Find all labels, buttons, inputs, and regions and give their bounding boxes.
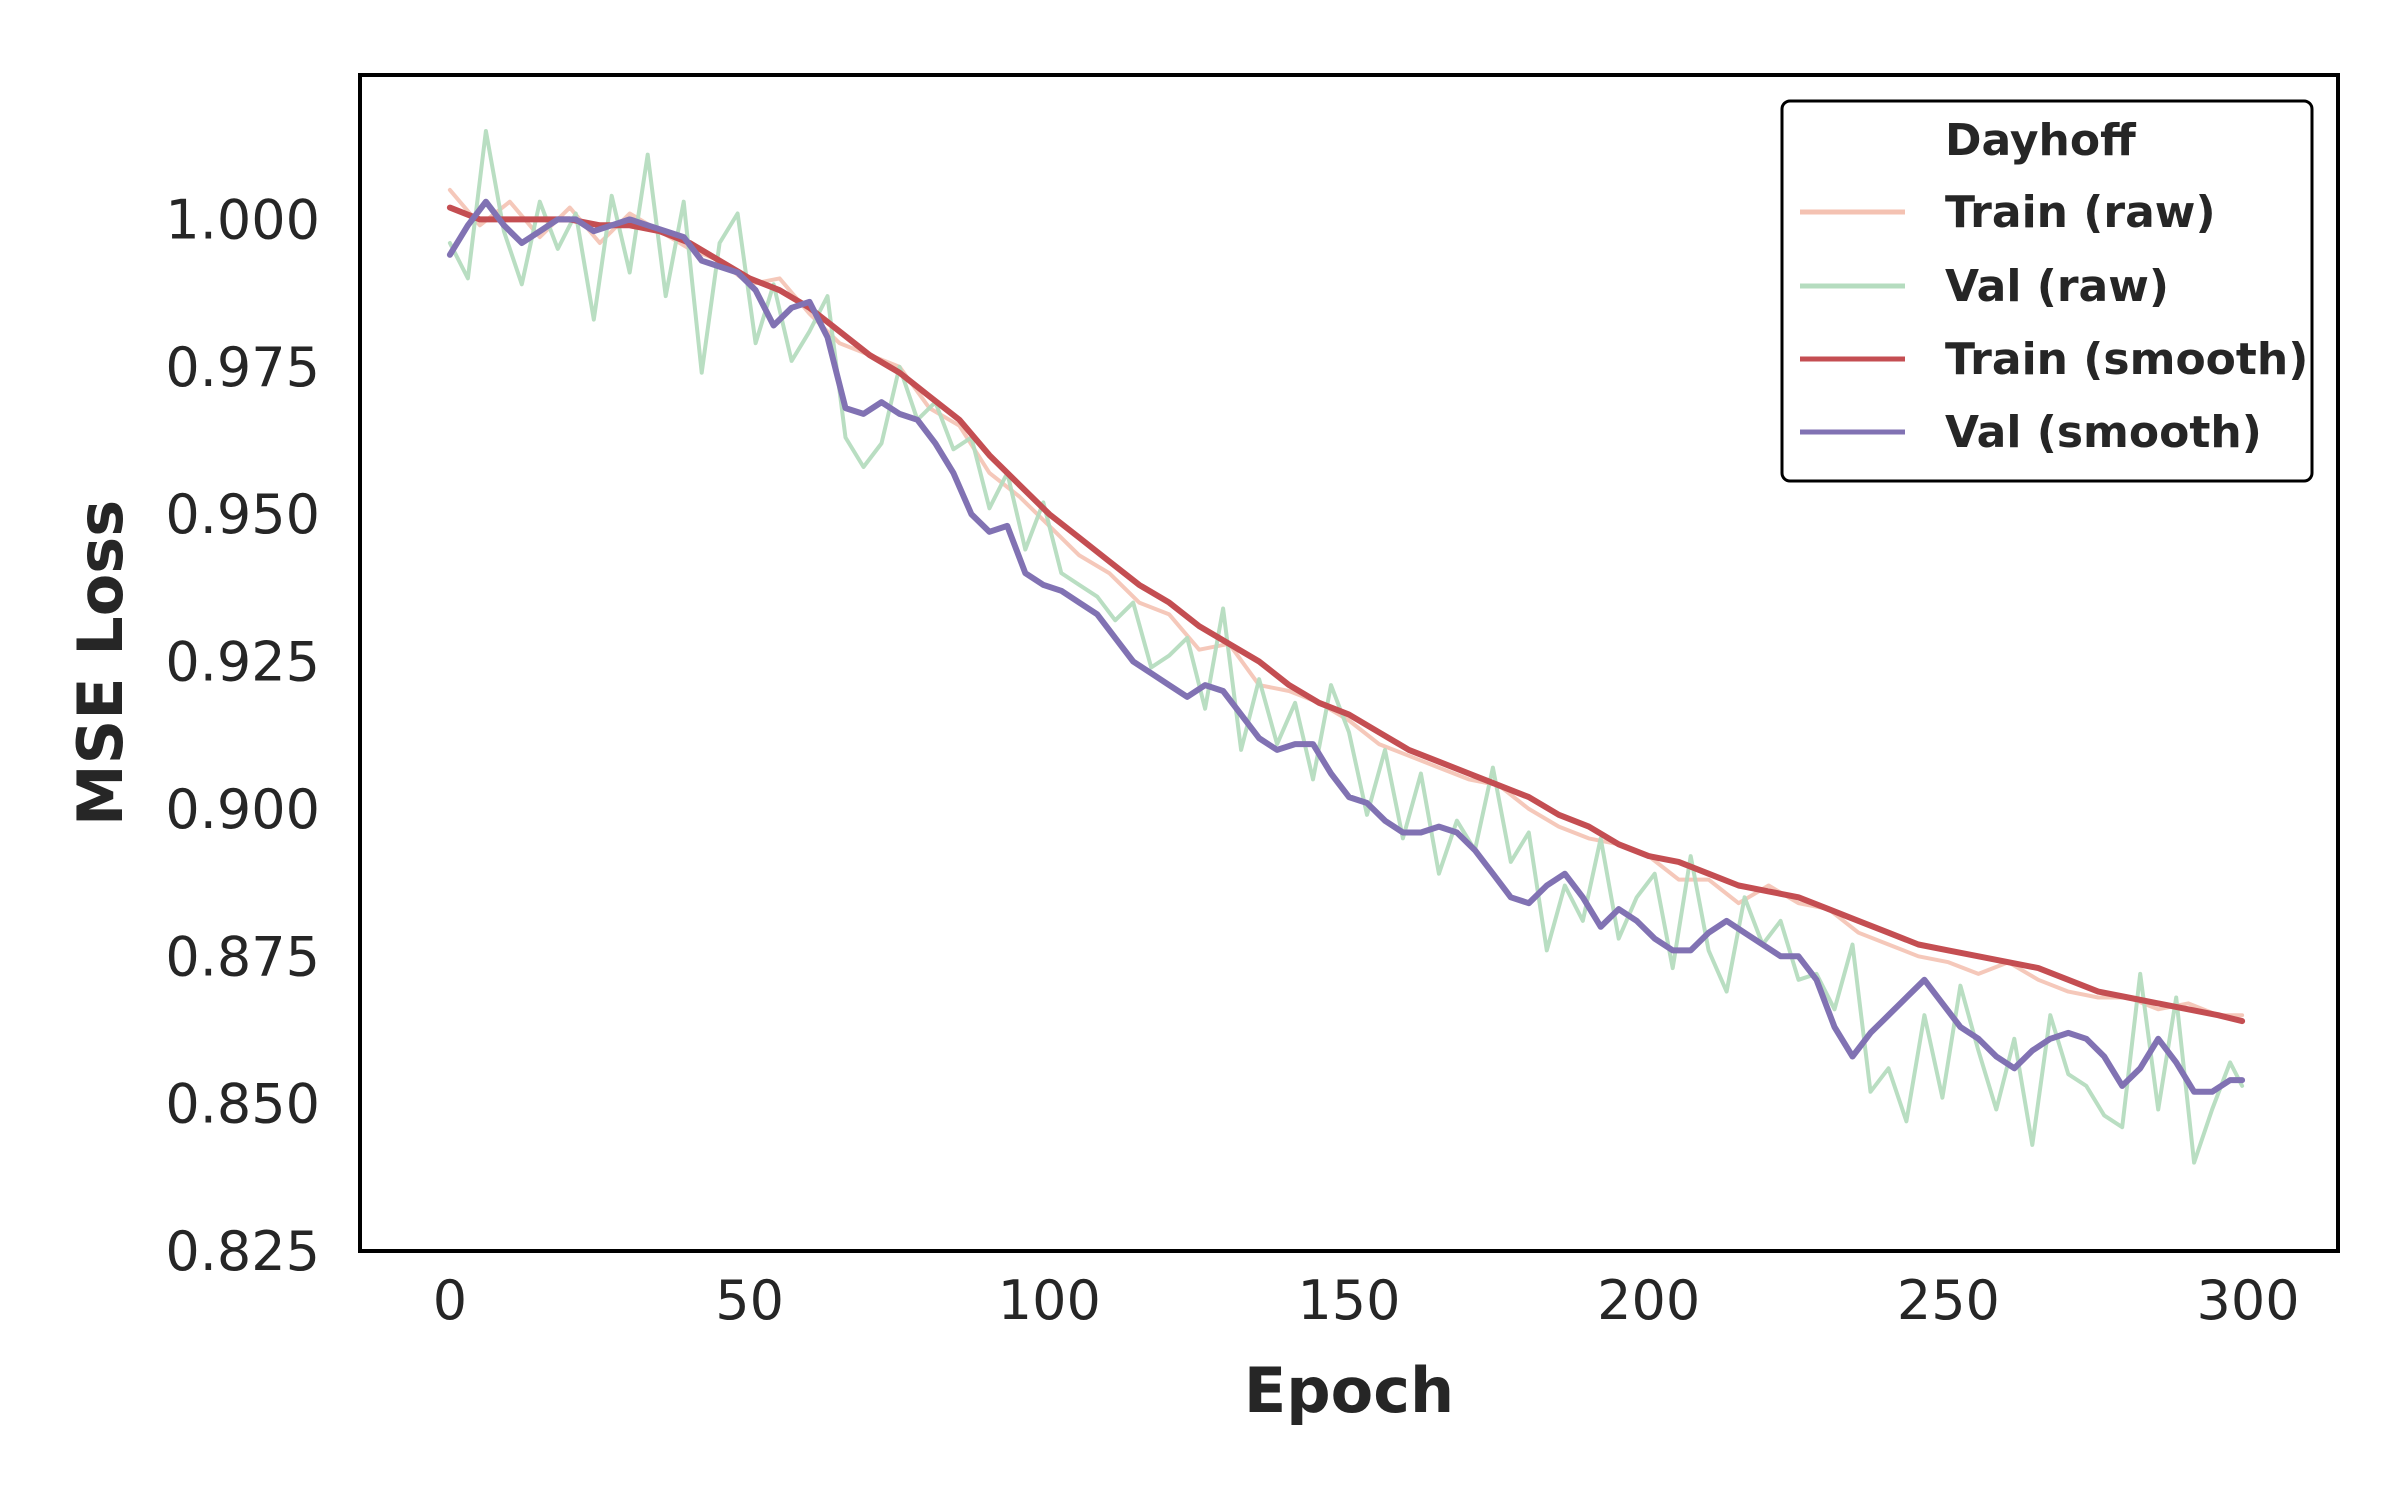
y-tick-label: 0.975 xyxy=(165,336,320,399)
x-tick-label: 50 xyxy=(715,1269,784,1332)
legend: Dayhoff Train (raw) Val (raw) Train (smo… xyxy=(1780,99,2314,483)
y-tick-label: 1.000 xyxy=(165,188,320,251)
x-tick-label: 250 xyxy=(1897,1269,2000,1332)
x-axis-title: Epoch xyxy=(1244,1354,1454,1427)
legend-title: Dayhoff xyxy=(1945,115,2137,166)
y-tick-label: 0.950 xyxy=(165,483,320,546)
series-layer xyxy=(446,129,2246,1165)
y-tick-label: 0.825 xyxy=(165,1220,320,1283)
y-axis-title: MSE Loss xyxy=(64,500,137,826)
x-tick-label: 0 xyxy=(433,1269,467,1332)
series-val-smooth-line xyxy=(446,198,2246,1095)
plot-frame xyxy=(358,73,2340,1253)
y-tick-label: 0.850 xyxy=(165,1073,320,1136)
y-tick-label: 0.925 xyxy=(165,631,320,694)
legend-label-train-raw: Train (raw) xyxy=(1945,187,2216,238)
y-axis-ticks: 0.825 0.850 0.875 0.900 0.925 0.950 0.975 1.000 xyxy=(165,188,320,1283)
series-val-raw-line xyxy=(447,129,2245,1165)
series-train-smooth-line xyxy=(446,204,2246,1025)
y-tick-label: 0.900 xyxy=(165,778,320,841)
legend-box xyxy=(1780,99,2314,483)
x-axis-ticks: 0 50 100 150 200 250 300 xyxy=(433,1269,2300,1332)
x-tick-label: 150 xyxy=(1297,1269,1400,1332)
x-tick-label: 200 xyxy=(1597,1269,1700,1332)
legend-label-train-smooth: Train (smooth) xyxy=(1945,334,2308,385)
legend-label-val-smooth: Val (smooth) xyxy=(1945,407,2262,458)
legend-label-val-raw: Val (raw) xyxy=(1945,261,2169,312)
y-tick-label: 0.875 xyxy=(165,925,320,988)
x-tick-label: 100 xyxy=(998,1269,1101,1332)
x-tick-label: 300 xyxy=(2197,1269,2300,1332)
